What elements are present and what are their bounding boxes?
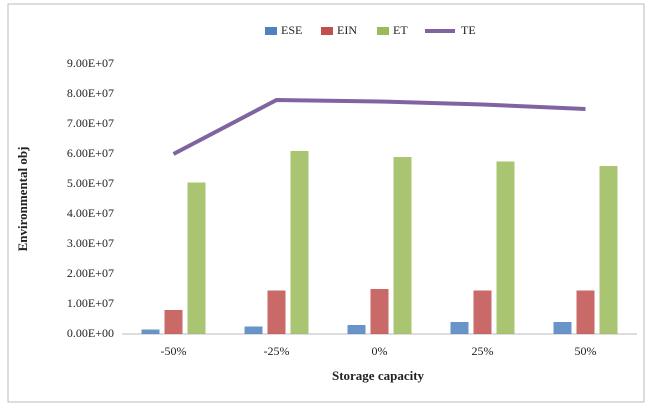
- legend-swatch: [265, 27, 277, 35]
- bar: [576, 290, 595, 334]
- y-tick-label: 6.00E+07: [67, 146, 114, 160]
- line: [172, 97, 586, 156]
- y-tick-label: 2.00E+07: [67, 266, 114, 280]
- bar: [187, 182, 206, 334]
- legend-label: EIN: [337, 23, 357, 37]
- legend-label: TE: [461, 23, 476, 37]
- bar: [473, 290, 492, 334]
- bar: [141, 329, 160, 334]
- y-tick-label: 4.00E+07: [67, 206, 114, 220]
- bar: [267, 290, 286, 334]
- bar: [290, 151, 309, 334]
- x-axis-title: Storage capacity: [332, 368, 425, 383]
- x-tick-label: 0%: [372, 344, 388, 358]
- legend-label: ESE: [281, 23, 302, 37]
- x-tick-label: 50%: [575, 344, 597, 358]
- chart-frame: [7, 3, 645, 403]
- bar: [244, 326, 263, 334]
- legend-swatch: [377, 27, 389, 35]
- bar: [450, 322, 469, 334]
- bar: [599, 166, 618, 334]
- y-tick-label: 5.00E+07: [67, 176, 114, 190]
- y-tick-label: 3.00E+07: [67, 236, 114, 250]
- legend-label: ET: [393, 23, 408, 37]
- legend-swatch: [321, 27, 333, 35]
- bar: [347, 325, 366, 334]
- bar: [496, 161, 515, 334]
- bar: [164, 310, 183, 334]
- x-tick-label: 25%: [472, 344, 494, 358]
- y-tick-label: 0.00E+00: [67, 326, 114, 340]
- y-axis-title: Environmental obj: [15, 147, 30, 252]
- bar: [393, 157, 412, 334]
- bar: [553, 322, 572, 334]
- bar: [370, 289, 389, 334]
- y-tick-label: 9.00E+07: [67, 56, 114, 70]
- y-tick-label: 7.00E+07: [67, 116, 114, 130]
- y-tick-label: 1.00E+07: [67, 296, 114, 310]
- y-tick-label: 8.00E+07: [67, 86, 114, 100]
- x-tick-label: -25%: [264, 344, 290, 358]
- x-tick-label: -50%: [161, 344, 187, 358]
